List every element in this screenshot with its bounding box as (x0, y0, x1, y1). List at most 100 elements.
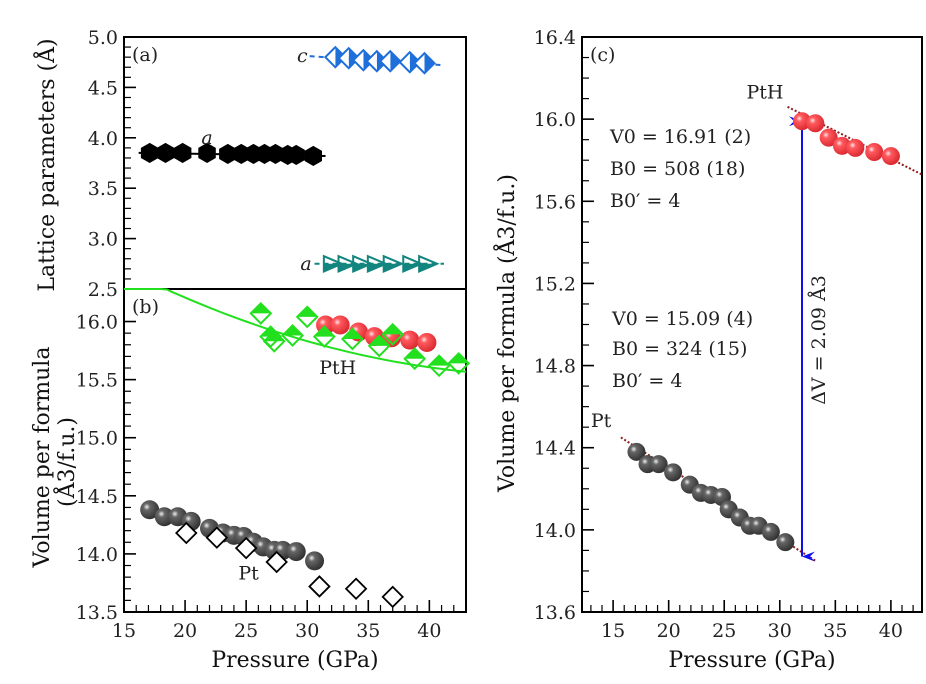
x-tick-label: 40 (417, 620, 441, 642)
fit-param-pth: B0′ = 4 (610, 190, 680, 212)
triangle-marker (322, 254, 345, 273)
sphere-marker (865, 143, 884, 161)
y-tick-label: 13.5 (76, 602, 118, 624)
diamond-marker (249, 301, 273, 325)
open-diamond-marker (205, 526, 229, 549)
y-tick-label: 16.0 (534, 109, 576, 131)
open-diamond-marker (344, 577, 368, 601)
fit-param-pth: B0 = 508 (18) (610, 158, 745, 180)
x-tick-label: 15 (601, 620, 625, 642)
open-diamond-marker (175, 521, 198, 545)
diamond-marker (367, 334, 391, 358)
ylabel-panel-c: Volume per formula (Å3/f.u.) (495, 174, 520, 492)
annotation-label: PtH (746, 82, 783, 104)
diamond-marker (413, 51, 436, 75)
y-tick-label: 14.4 (534, 438, 576, 460)
sphere-marker (881, 147, 900, 166)
x-tick-label: 30 (768, 620, 792, 642)
y-tick-label: 14.0 (76, 544, 118, 566)
fit-param-pt: B0′ = 4 (612, 370, 682, 392)
annotation-label: Pt (591, 410, 612, 432)
y-tick-label: 14.8 (534, 356, 576, 378)
sphere-marker (664, 463, 683, 482)
y-tick-label: 15.0 (76, 428, 118, 450)
triangle-marker (418, 254, 440, 273)
x-tick-label: 35 (823, 620, 847, 642)
series-label-a: a (201, 127, 212, 149)
y-tick-label: 13.6 (534, 602, 576, 624)
diamond-marker (340, 327, 364, 351)
diamond-marker (337, 46, 361, 70)
panel-label-c: (c) (590, 44, 615, 66)
sphere-marker (417, 332, 437, 352)
hexagon-marker (156, 142, 175, 163)
hexagon-marker (173, 142, 192, 163)
y-tick-label: 15.5 (76, 370, 118, 392)
sphere-marker (793, 112, 811, 131)
y-tick-label: 16.4 (534, 27, 576, 49)
fit-param-pt: V0 = 15.09 (4) (611, 308, 753, 330)
x-tick-label: 30 (295, 620, 319, 642)
y-tick-label: 2.5 (88, 279, 118, 301)
sphere-marker (627, 442, 646, 461)
diamond-marker (403, 347, 427, 371)
xlabel-panel-b: Pressure (GPa) (211, 648, 379, 673)
fit-param-pt: B0 = 324 (15) (612, 338, 747, 360)
annotation-label: PtH (319, 357, 356, 379)
sphere-marker (761, 522, 780, 541)
open-diamond-marker (308, 575, 331, 598)
panel-label-a: (a) (132, 44, 158, 66)
sphere-marker (305, 551, 325, 571)
diamond-marker (381, 322, 405, 346)
sphere-marker (776, 533, 795, 552)
y-tick-label: 4.0 (88, 128, 118, 150)
series-label-a-pth: a (300, 253, 311, 275)
triangle-marker (402, 254, 424, 273)
x-tick-label: 25 (712, 620, 736, 642)
hexagon-marker (304, 145, 322, 166)
triangle-marker (352, 254, 374, 273)
sphere-marker (140, 500, 160, 520)
triangle-marker (382, 254, 405, 273)
annotation-label: Pt (238, 562, 259, 584)
x-tick-label: 35 (356, 620, 380, 642)
triangle-marker (337, 254, 360, 273)
diamond-marker (262, 329, 286, 353)
y-tick-label: 5.0 (88, 27, 118, 49)
panel-label-b: (b) (132, 296, 159, 318)
diamond-marker (312, 325, 336, 349)
hexagon-marker (287, 144, 305, 165)
xlabel-panel-c: Pressure (GPa) (668, 648, 836, 673)
diamond-marker (281, 324, 304, 347)
open-diamond-marker (234, 536, 258, 560)
y-tick-label: 15.2 (534, 273, 576, 295)
x-tick-label: 15 (112, 620, 136, 642)
y-tick-label: 14.0 (534, 520, 576, 542)
y-tick-label: 14.5 (76, 486, 118, 508)
hexagon-marker (198, 142, 216, 163)
open-diamond-marker (265, 550, 288, 574)
diamond-marker (427, 354, 451, 378)
diamond-marker (295, 305, 319, 329)
sphere-marker (154, 507, 174, 527)
sphere-marker (846, 138, 865, 157)
sphere-marker (400, 330, 420, 350)
hexagon-marker (140, 142, 159, 163)
sphere-marker (330, 315, 350, 335)
y-tick-label: 15.6 (534, 191, 576, 213)
x-tick-label: 20 (657, 620, 681, 642)
sphere-marker (286, 542, 306, 562)
sphere-marker (806, 114, 825, 133)
diamond-marker (378, 49, 402, 73)
sphere-marker (819, 128, 838, 147)
y-tick-label: 3.5 (88, 178, 118, 200)
y-tick-label: 3.0 (88, 229, 118, 251)
sphere-marker (649, 455, 668, 474)
x-tick-label: 20 (173, 620, 197, 642)
y-tick-label: 16.0 (76, 312, 118, 334)
diamond-marker (447, 351, 471, 375)
series-label-c: c (297, 45, 308, 67)
x-tick-label: 25 (234, 620, 258, 642)
triangle-marker (366, 254, 389, 273)
